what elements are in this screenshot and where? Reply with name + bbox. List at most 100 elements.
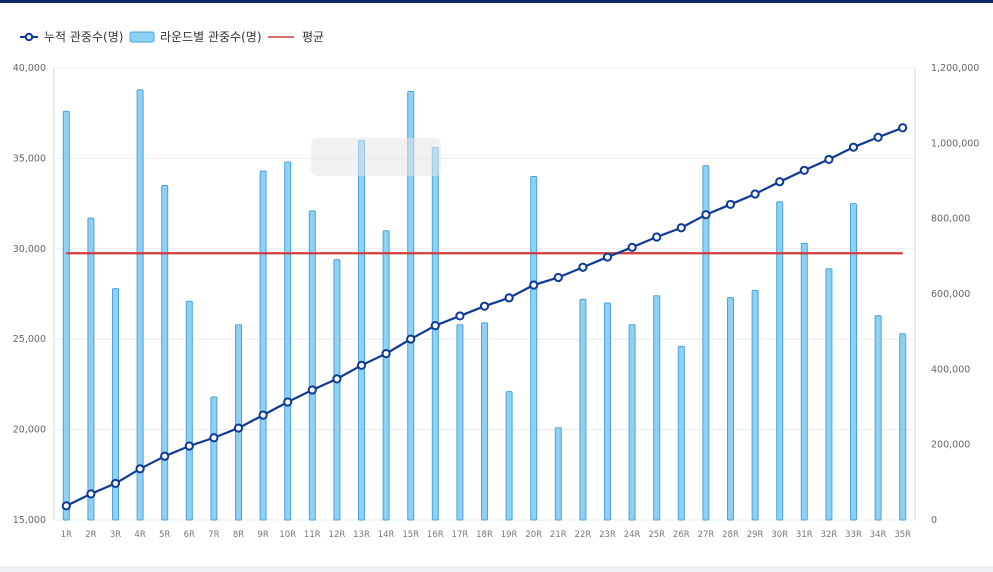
- bar-17R: [456, 324, 464, 521]
- x-tick-label: 25R: [648, 530, 665, 540]
- cumulative-point-9R: [258, 410, 268, 420]
- x-axis: 1R 2R 3R 4R 5R 6R 7R 8R 9R 10R 11R 12R 13R 14R 15R 16R 1…: [61, 530, 912, 540]
- cumulative-point-19R: [504, 293, 514, 303]
- y-left-tick-label: 30,000: [13, 244, 46, 255]
- x-tick-label: 13R: [353, 530, 370, 540]
- x-tick-label: 31R: [796, 530, 813, 540]
- bar-33R: [850, 203, 857, 521]
- x-tick-label: 11R: [304, 530, 321, 540]
- top-rule: [0, 0, 993, 3]
- cumulative-point-25R: [652, 232, 662, 242]
- bar-32R: [825, 268, 833, 521]
- x-tick-label: 18R: [476, 530, 493, 540]
- y-left-tick-label: 20,000: [13, 425, 46, 436]
- bar-8R: [235, 324, 242, 521]
- cumulative-point-22R: [578, 262, 588, 272]
- legend-cumulative-marker: [24, 32, 34, 42]
- x-tick-label: 33R: [845, 530, 862, 540]
- x-tick-label: 5R: [159, 530, 170, 540]
- cumulative-point-1R: [61, 501, 71, 511]
- cumulative-point-24R: [627, 242, 637, 252]
- x-tick-label: 6R: [184, 530, 195, 540]
- x-tick-label: 8R: [233, 530, 244, 540]
- bar-28R: [727, 297, 734, 521]
- legend-round-swatch: [129, 31, 155, 43]
- x-tick-label: 3R: [110, 530, 121, 540]
- cumulative-point-31R: [799, 165, 809, 175]
- cumulative-point-35R: [898, 123, 908, 133]
- y-right-tick-label: 1,200,000: [931, 63, 979, 74]
- bar-35R: [899, 333, 907, 521]
- bar-30R: [776, 201, 784, 521]
- cumulative-line-series: [61, 123, 908, 511]
- x-tick-label: 10R: [279, 530, 296, 540]
- x-tick-label: 23R: [599, 530, 616, 540]
- cumulative-point-5R: [160, 451, 170, 461]
- gridlines: [53, 67, 916, 521]
- bar-16R: [431, 147, 439, 521]
- cumulative-point-33R: [848, 142, 859, 152]
- x-tick-label: 19R: [501, 530, 518, 540]
- bar-2R: [87, 217, 95, 521]
- cumulative-point-28R: [725, 199, 736, 210]
- cumulative-point-21R: [553, 272, 563, 283]
- cumulative-point-6R: [184, 441, 194, 451]
- bar-22R: [579, 298, 587, 521]
- y-left-tick-label: 40,000: [13, 63, 46, 74]
- cumulative-point-32R: [824, 154, 834, 165]
- cumulative-point-7R: [209, 433, 219, 443]
- tooltip-overlay: [311, 138, 441, 176]
- x-tick-label: 26R: [673, 530, 690, 540]
- cumulative-point-27R: [701, 210, 711, 220]
- legend-round-label: 라운드별 관중수(명): [160, 30, 262, 44]
- cumulative-point-3R: [110, 478, 121, 489]
- cumulative-point-13R: [356, 360, 367, 370]
- y-right-tick-label: 0: [931, 515, 937, 526]
- bar-9R: [259, 170, 267, 521]
- y-left-tick-label: 25,000: [13, 334, 46, 345]
- x-tick-label: 7R: [208, 530, 219, 540]
- y-left-tick-label: 15,000: [13, 515, 46, 526]
- x-tick-label: 32R: [821, 530, 838, 540]
- cumulative-point-26R: [676, 223, 686, 233]
- bottom-band: [0, 566, 993, 572]
- x-tick-label: 24R: [624, 530, 641, 540]
- legend-average-label: 평균: [302, 30, 324, 44]
- x-tick-label: 15R: [402, 530, 419, 540]
- cumulative-point-30R: [775, 177, 785, 187]
- cumulative-point-8R: [233, 423, 244, 433]
- bar-34R: [874, 315, 882, 521]
- bar-3R: [112, 288, 119, 521]
- bar-12R: [333, 259, 341, 521]
- legend: 누적 관중수(명) 라운드별 관중수(명) 평균: [20, 30, 324, 44]
- bar-10R: [284, 161, 292, 521]
- cumulative-point-18R: [479, 301, 490, 311]
- y-right-tick-label: 600,000: [931, 289, 970, 300]
- x-tick-label: 35R: [894, 530, 911, 540]
- cumulative-point-16R: [430, 321, 440, 331]
- cumulative-point-17R: [455, 311, 465, 321]
- bar-6R: [185, 300, 193, 521]
- cumulative-point-34R: [873, 132, 883, 142]
- x-tick-label: 27R: [698, 530, 715, 540]
- cumulative-point-20R: [529, 280, 539, 290]
- bar-29R: [751, 289, 759, 521]
- bar-24R: [628, 324, 636, 521]
- y-axis-right: 0 200,000 400,000 600,000 800,000 1,000,000 1,…: [931, 63, 979, 526]
- x-tick-label: 14R: [378, 530, 395, 540]
- cumulative-point-15R: [406, 334, 416, 344]
- bar-15R: [407, 91, 415, 521]
- y-right-tick-label: 200,000: [931, 440, 970, 451]
- bar-1R: [62, 110, 70, 521]
- x-tick-label: 16R: [427, 530, 444, 540]
- bar-20R: [530, 175, 538, 521]
- bar-31R: [800, 242, 808, 521]
- x-tick-label: 20R: [525, 530, 542, 540]
- y-right-tick-label: 400,000: [931, 364, 970, 375]
- x-tick-label: 17R: [452, 530, 469, 540]
- x-tick-label: 29R: [747, 530, 764, 540]
- bar-25R: [653, 295, 661, 521]
- x-tick-label: 9R: [257, 530, 268, 540]
- cumulative-point-23R: [602, 252, 613, 262]
- cumulative-point-12R: [332, 374, 342, 384]
